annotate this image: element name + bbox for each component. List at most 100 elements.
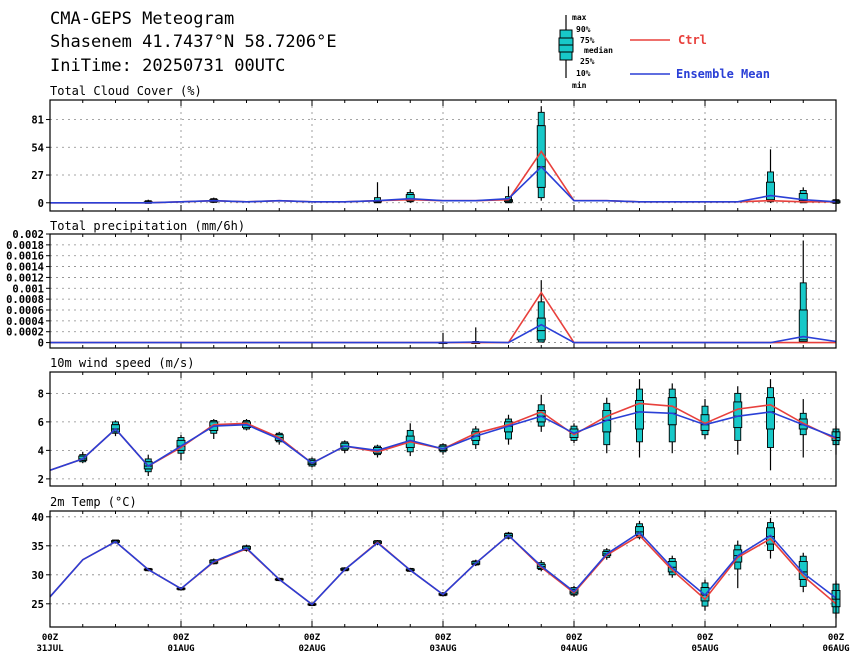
y-tick-label: 8 [38,388,44,400]
ctrl-line [49,402,837,472]
box-plot [209,419,219,439]
y-tick-label: 0.002 [12,229,44,241]
y-tick-label: 0.0018 [6,240,44,252]
panel-title: 10m wind speed (m/s) [50,356,195,370]
box-upper-tail [537,111,545,127]
box-plot [471,327,481,345]
panel-title: Total Cloud Cover (%) [50,84,202,98]
box-upper-tail [406,429,414,437]
y-tick-label: 0.0006 [6,305,44,317]
panel-2: Total precipitation (mm/6h) 00.00020.0004… [6,219,837,350]
box-plot [798,240,808,344]
box-plot [635,379,644,458]
legend-box-10 [559,51,573,61]
box-upper-tail [799,412,807,420]
box-upper-tail [734,544,742,551]
box-upper-tail [701,405,709,416]
box-plot [536,106,546,201]
box-lower-tail [668,424,676,443]
box-lower-tail [537,186,545,199]
y-tick-label: 54 [31,142,44,154]
box-upper-tail [636,388,643,401]
y-tick-label: 40 [31,512,44,524]
box-plot [504,414,513,445]
ensemble-mean-line [49,531,837,606]
panel-title: Total precipitation (mm/6h) [50,219,245,233]
y-tick-label: 0.0008 [6,294,44,306]
x-tick-date: 04AUG [560,644,587,654]
box-upper-tail [701,582,709,589]
x-tick-hour: 00Z [697,633,714,643]
box-plot [733,386,743,455]
box-plot [733,540,743,589]
box-upper-tail [799,282,807,311]
y-tick-label: 0 [38,338,44,350]
box-plot [766,149,775,203]
panel-frame [49,371,837,487]
box-upper-tail [734,392,742,403]
box-lower-tail [406,447,414,453]
y-tick-label: 81 [31,115,44,127]
legend-p10-label: 10% [576,69,591,78]
x-tick-date: 05AUG [691,644,718,654]
panel-frame [49,99,837,212]
box-iqr [667,397,677,426]
x-tick-hour: 00Z [304,633,321,643]
box-iqr [635,400,644,430]
ensemble-mean-line [50,323,837,344]
y-tick-label: 2 [38,474,44,486]
x-tick-date: 01AUG [167,644,194,654]
box-plot [766,379,775,471]
box-plot [667,383,677,454]
box-upper-tail [603,402,611,411]
box-iqr [733,401,743,429]
panels: Total Cloud Cover (%) 0 27 54 81 Total precip… [6,84,841,628]
box-upper-tail [767,522,774,529]
y-tick-label: 0 [38,198,44,210]
legend-median-label: median [584,45,613,55]
box-upper-tail [668,388,676,399]
y-tick-label: 35 [31,541,44,553]
x-tick-hour: 00Z [42,633,59,643]
y-tick-label: 0.0002 [6,327,44,339]
x-tick-hour: 00Z [435,633,452,643]
y-tick-label: 0.001 [12,283,44,295]
y-tick-label: 0.0012 [6,272,44,284]
legend-mean-label: Ensemble Mean [676,67,770,81]
ctrl-line [50,149,836,204]
y-tick-label: 4 [38,445,44,457]
y-tick-label: 30 [31,570,44,582]
legend-p25-label: 25% [580,57,595,66]
box-lower-tail [636,428,643,443]
ensemble-mean-line [50,165,837,204]
legend-max-label: max [572,13,587,22]
box-plot [798,399,808,458]
box-iqr [766,181,775,202]
panel-4: 2m Temp (°C) 25 30 35 40 [31,495,841,628]
x-tick-hour: 00Z [173,633,190,643]
x-tick-date: 03AUG [429,644,456,654]
box-lower-tail [701,429,709,436]
box-upper-tail [767,171,774,183]
panel-1: Total Cloud Cover (%) 0 27 54 81 [31,84,841,212]
box-plot [405,189,415,203]
box-lower-tail [472,439,480,446]
x-tick-date: 31JUL [36,644,64,654]
legend-p75-label: 75% [580,36,595,45]
y-tick-label: 27 [31,170,44,182]
box-lower-tail [537,421,545,427]
chart-init-time: IniTime: 20250731 00UTC [50,56,285,76]
box-plot [536,280,546,343]
box-iqr [405,194,415,202]
box-plot [373,182,382,204]
chart-location: Shasenem 41.7437°N 58.7206°E [50,32,337,52]
box-plot [602,397,612,454]
ensemble-mean-line [49,411,837,472]
x-tick-hour: 00Z [828,633,845,643]
legend-min-label: min [572,80,587,90]
chart-title: CMA-GEPS Meteogram [50,9,234,29]
box-lower-tail [505,431,512,440]
y-tick-label: 6 [38,417,44,429]
box-lower-tail [799,428,807,436]
